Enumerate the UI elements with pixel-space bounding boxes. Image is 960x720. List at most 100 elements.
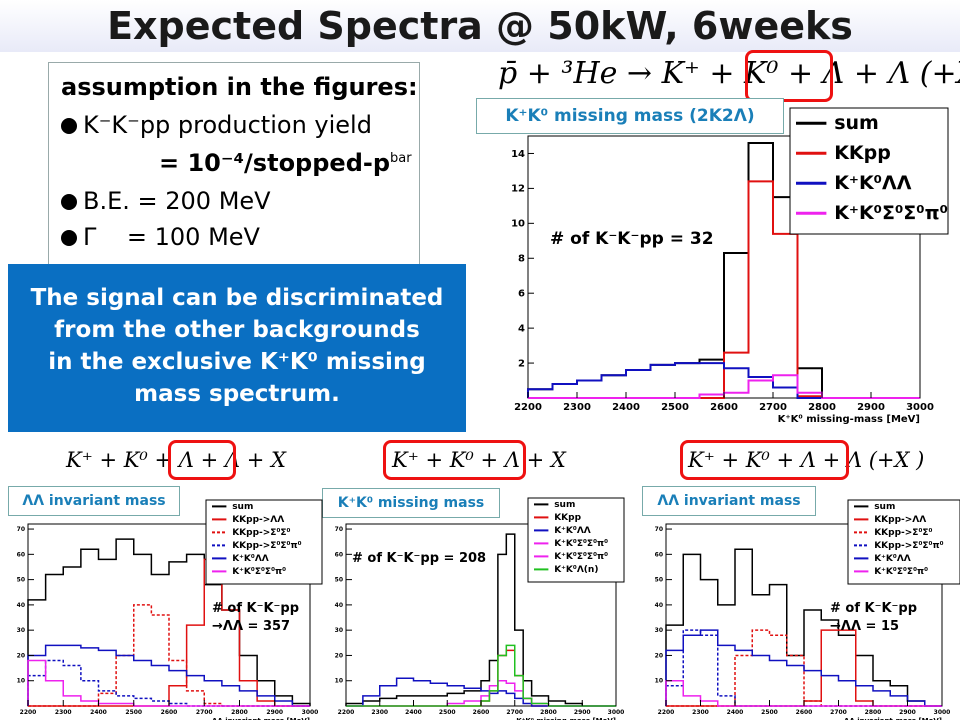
- x-tick-label: 3000: [906, 402, 934, 413]
- be-text: B.E. = 200 MeV: [83, 187, 271, 215]
- y-tick-label: 8: [518, 254, 525, 265]
- legend-label: sum: [232, 502, 253, 512]
- assumption-box: assumption in the figures: K⁻K⁻pp produc…: [48, 62, 420, 266]
- mid-chart-label: K⁺K⁰ missing mass: [322, 488, 500, 518]
- x-axis-label: ΛΛ invariant-mass [MeV]: [844, 717, 942, 720]
- x-tick-label: 3000: [934, 709, 951, 716]
- yield-label: K⁻K⁻pp production yield: [83, 111, 372, 139]
- bullet-icon: [61, 230, 77, 246]
- annotation: # of K⁻K⁻pp = 32: [550, 229, 714, 249]
- y-tick-label: 10: [335, 678, 343, 685]
- x-tick-label: 2700: [196, 709, 213, 716]
- right-chart-label: ΛΛ invariant mass: [642, 486, 816, 516]
- assumption-yield: K⁻K⁻pp production yield: [61, 111, 372, 139]
- gamma-text: Γ = 100 MeV: [83, 223, 260, 251]
- y-tick-label: 40: [335, 602, 343, 609]
- formula-left: K⁺ + K⁰ + Λ + Λ + X: [66, 448, 286, 472]
- x-tick-label: 2900: [899, 709, 916, 716]
- x-tick-label: 2800: [540, 709, 557, 716]
- y-tick-label: 2: [518, 358, 525, 369]
- series-line: [345, 533, 616, 707]
- x-tick-label: 2400: [90, 709, 107, 716]
- signal-line: The signal can be discriminated: [30, 285, 444, 311]
- y-tick-label: 50: [17, 577, 25, 584]
- chart-right: 2200 2300 2400 2500 2600 2700 2800 2900 3000 10 20…: [655, 499, 960, 720]
- x-tick-label: 2800: [231, 709, 248, 716]
- y-tick-label: 70: [335, 526, 343, 533]
- signal-line: mass spectrum.: [134, 381, 340, 407]
- legend: sum KKpp K⁺K⁰ΛΛ K⁺K⁰Σ⁰Σ⁰π⁰ K⁺K⁰Σ⁰Σ⁰π⁰ K⁺K⁰Λ(n…: [527, 497, 625, 583]
- series-line: [528, 374, 920, 399]
- chart-main: 2200 2300 2400 2500 2600 2700 2800 2900 3000 2 4 6 8…: [511, 107, 949, 425]
- highlight-box: [168, 440, 236, 480]
- chart-left: 2200 2300 2400 2500 2600 2700 2800 2900 3000 10 20…: [17, 499, 323, 720]
- y-tick-label: 60: [17, 551, 25, 558]
- y-tick-label: 6: [518, 289, 525, 300]
- y-tick-label: 12: [511, 184, 525, 195]
- formula-mid: K⁺ + K⁰ + Λ + X: [392, 448, 566, 472]
- left-chart-label: ΛΛ invariant mass: [8, 486, 180, 516]
- legend-label: K⁺K⁰Λ(n): [554, 565, 598, 575]
- x-tick-label: 2900: [574, 709, 591, 716]
- legend-box: [527, 497, 625, 583]
- yield-value: = 10⁻⁴/stopped-p: [159, 149, 391, 177]
- x-tick-label: 2300: [563, 402, 591, 413]
- legend-label: KKpp: [834, 142, 891, 164]
- legend-label: K⁺K⁰Σ⁰Σ⁰π⁰: [232, 567, 286, 577]
- signal-line: from the other backgrounds: [54, 317, 420, 343]
- x-tick-label: 2400: [612, 402, 640, 413]
- x-tick-label: 2500: [439, 709, 456, 716]
- legend-label: K⁺K⁰Σ⁰Σ⁰π⁰: [554, 539, 608, 549]
- y-tick-label: 20: [655, 652, 663, 659]
- x-tick-label: 2700: [830, 709, 847, 716]
- annotation: # of K⁻K⁻pp: [212, 601, 299, 616]
- x-tick-label: 2900: [857, 402, 885, 413]
- legend-label: sum: [554, 500, 575, 510]
- y-tick-label: 30: [17, 627, 25, 634]
- x-tick-label: 2300: [692, 709, 709, 716]
- main-chart-label: K⁺K⁰ missing mass (2K2Λ): [476, 98, 784, 134]
- highlight-box: [680, 440, 849, 480]
- x-tick-label: 2600: [710, 402, 738, 413]
- series-line: [527, 362, 920, 399]
- y-tick-label: 40: [17, 602, 25, 609]
- x-tick-label: 2800: [808, 402, 836, 413]
- bullet-icon: [61, 194, 77, 210]
- annotation: →ΛΛ = 357: [212, 619, 290, 634]
- signal-line: in the exclusive K⁺K⁰ missing: [48, 349, 426, 375]
- y-tick-label: 70: [655, 526, 663, 533]
- x-tick-label: 2500: [125, 709, 142, 716]
- x-tick-label: 2200: [658, 709, 675, 716]
- x-tick-label: 2200: [20, 709, 37, 716]
- assumption-gamma: Γ = 100 MeV: [61, 223, 260, 251]
- legend: sum KKpp->ΛΛ KKpp->Σ⁰Σ⁰ KKpp->Σ⁰Σ⁰π⁰ K⁺K⁰ΛΛ K…: [205, 499, 323, 585]
- signal-callout: The signal can be discriminated from the…: [8, 264, 466, 432]
- x-tick-label: 2300: [55, 709, 72, 716]
- legend-label: K⁺K⁰ΛΛ: [232, 554, 269, 564]
- x-tick-label: 2600: [473, 709, 490, 716]
- highlight-box: [745, 50, 833, 102]
- y-tick-label: 60: [335, 551, 343, 558]
- legend-label: KKpp->Σ⁰Σ⁰: [232, 528, 290, 538]
- y-tick-label: 10: [655, 678, 663, 685]
- legend-label: sum: [834, 112, 879, 134]
- legend-label: KKpp->Σ⁰Σ⁰π⁰: [874, 541, 943, 551]
- legend: sum KKpp K⁺K⁰ΛΛ K⁺K⁰Σ⁰Σ⁰π⁰: [789, 107, 949, 235]
- assumption-yield-value: = 10⁻⁴/stopped-pbar: [159, 149, 412, 177]
- y-tick-label: 20: [335, 652, 343, 659]
- series-line: [665, 548, 942, 707]
- x-tick-label: 2400: [727, 709, 744, 716]
- formula-right: K⁺ + K⁰ + Λ + Λ (+X ): [688, 448, 925, 472]
- assumption-be: B.E. = 200 MeV: [61, 187, 271, 215]
- x-tick-label: 2700: [506, 709, 523, 716]
- x-tick-label: 2200: [514, 402, 542, 413]
- x-tick-label: 2700: [759, 402, 787, 413]
- x-tick-label: 2300: [371, 709, 388, 716]
- legend-box: [205, 499, 323, 585]
- x-tick-label: 2800: [865, 709, 882, 716]
- yield-sup: bar: [390, 151, 412, 166]
- formula-top: p̄ + ³He → K⁺ + K⁰ + Λ + Λ (+X ): [498, 56, 960, 91]
- annotation: →ΛΛ = 15: [830, 619, 899, 634]
- x-tick-label: 3000: [608, 709, 625, 716]
- assumption-heading: assumption in the figures:: [61, 73, 418, 101]
